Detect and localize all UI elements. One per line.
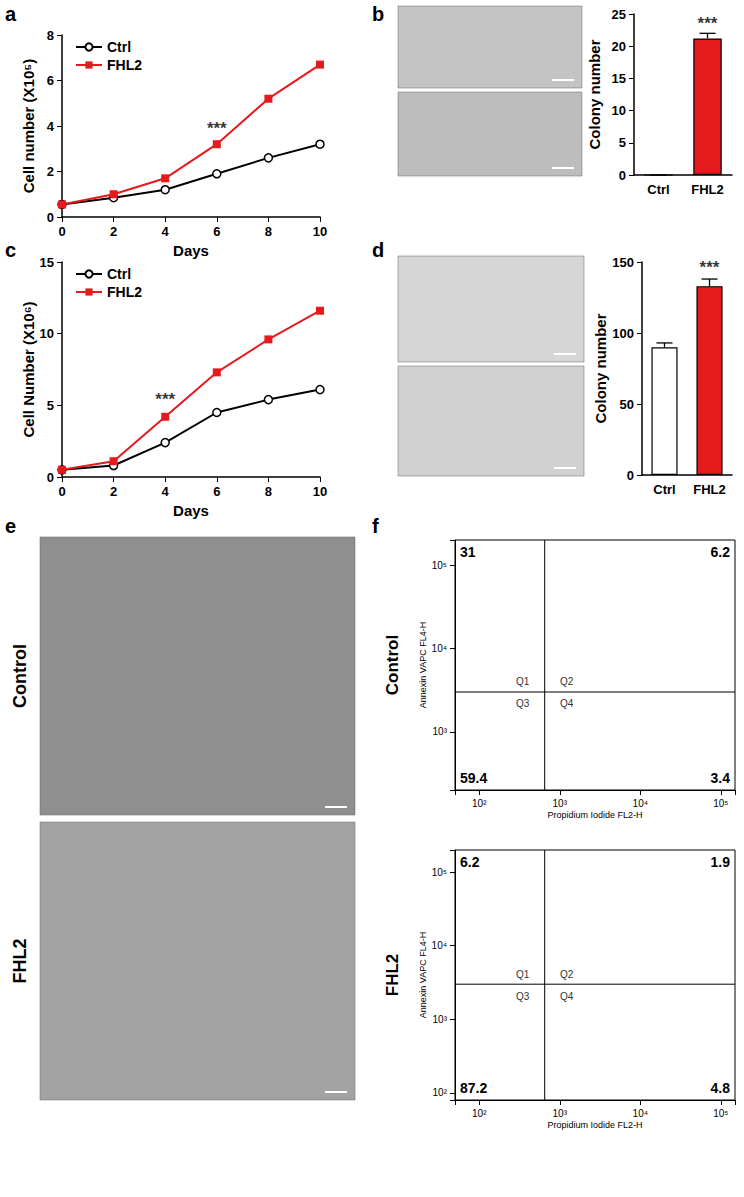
svg-text:Ctrl: Ctrl [107,266,131,282]
svg-text:***: *** [155,390,175,409]
svg-text:0: 0 [58,224,65,239]
svg-text:10³: 10³ [433,726,448,737]
svg-text:Ctrl: Ctrl [107,39,131,55]
svg-text:Q2: Q2 [560,969,574,980]
svg-text:10²: 10² [433,1087,448,1098]
svg-text:Propidium Iodide FL2-H: Propidium Iodide FL2-H [547,1120,642,1130]
svg-text:10⁴: 10⁴ [432,643,447,654]
svg-text:Colony number: Colony number [592,313,609,423]
svg-text:8: 8 [265,224,272,239]
svg-text:***: *** [207,119,227,138]
svg-text:8: 8 [265,484,272,499]
svg-text:FHL2: FHL2 [383,954,402,997]
svg-text:15: 15 [612,71,626,86]
svg-text:8: 8 [47,28,54,43]
svg-text:Q3: Q3 [516,698,530,709]
svg-text:10³: 10³ [553,798,568,809]
svg-text:10: 10 [313,224,327,239]
svg-text:Ctrl: Ctrl [653,482,675,497]
svg-text:c: c [5,239,16,261]
svg-text:10: 10 [313,484,327,499]
svg-text:Q4: Q4 [560,698,574,709]
svg-text:59.4: 59.4 [460,770,487,786]
svg-text:6: 6 [47,73,54,88]
svg-text:10⁴: 10⁴ [633,1108,648,1119]
svg-text:10²: 10² [472,1108,487,1119]
svg-text:Q3: Q3 [516,991,530,1002]
svg-text:0: 0 [627,468,634,483]
svg-text:d: d [372,239,384,261]
svg-text:100: 100 [612,326,634,341]
svg-text:1.9: 1.9 [711,854,731,870]
svg-text:f: f [372,515,379,537]
svg-text:31: 31 [460,544,476,560]
svg-text:0: 0 [47,210,54,225]
svg-text:Q1: Q1 [516,676,530,687]
svg-text:FHL2: FHL2 [10,939,30,984]
svg-text:FHL2: FHL2 [107,284,142,300]
svg-text:0: 0 [47,470,54,485]
svg-text:25: 25 [612,7,626,22]
svg-text:150: 150 [612,255,634,270]
svg-text:Days: Days [173,502,209,519]
svg-text:87.2: 87.2 [460,1080,487,1096]
svg-text:2: 2 [110,224,117,239]
svg-text:4: 4 [162,224,170,239]
svg-text:e: e [5,515,16,537]
svg-text:10³: 10³ [553,1108,568,1119]
svg-text:10⁵: 10⁵ [432,867,447,878]
svg-text:Annexin VAPC FL4-H: Annexin VAPC FL4-H [418,932,428,1018]
svg-text:2: 2 [110,484,117,499]
svg-text:Ctrl: Ctrl [647,182,669,197]
svg-text:10³: 10³ [433,1014,448,1025]
svg-text:FHL2: FHL2 [107,57,142,73]
svg-text:10⁴: 10⁴ [633,798,648,809]
svg-text:10: 10 [612,103,626,118]
svg-text:a: a [5,3,17,25]
svg-text:Annexin VAPC FL4-H: Annexin VAPC FL4-H [418,622,428,708]
svg-text:Propidium Iodide FL2-H: Propidium Iodide FL2-H [547,810,642,820]
svg-text:Cell Number (X10⁶): Cell Number (X10⁶) [20,301,37,437]
svg-text:Q4: Q4 [560,991,574,1002]
svg-text:3.4: 3.4 [711,770,731,786]
svg-text:20: 20 [612,39,626,54]
svg-text:6: 6 [213,224,220,239]
svg-text:6.2: 6.2 [711,544,731,560]
svg-text:15: 15 [40,255,54,270]
svg-text:10⁵: 10⁵ [713,1108,728,1119]
svg-text:4.8: 4.8 [711,1080,731,1096]
svg-text:0: 0 [58,484,65,499]
svg-text:0: 0 [619,168,626,183]
svg-text:4: 4 [162,484,170,499]
svg-text:FHL2: FHL2 [693,482,726,497]
svg-text:10²: 10² [472,798,487,809]
svg-text:6.2: 6.2 [460,854,480,870]
svg-text:b: b [372,3,384,25]
svg-text:5: 5 [47,398,54,413]
svg-text:4: 4 [47,119,55,134]
svg-text:Control: Control [10,644,30,708]
svg-text:10⁵: 10⁵ [713,798,728,809]
svg-text:***: *** [698,14,718,33]
svg-text:10⁵: 10⁵ [432,560,447,571]
svg-text:Colony number: Colony number [586,39,603,149]
svg-text:***: *** [700,258,720,277]
svg-text:Control: Control [383,635,402,695]
svg-text:FHL2: FHL2 [691,182,724,197]
svg-text:Cell number (X10⁵): Cell number (X10⁵) [20,59,37,194]
svg-text:Q2: Q2 [560,676,574,687]
svg-text:10⁴: 10⁴ [432,940,447,951]
svg-text:6: 6 [213,484,220,499]
svg-text:Q1: Q1 [516,969,530,980]
svg-text:Days: Days [173,242,209,259]
svg-text:10: 10 [40,326,54,341]
svg-text:5: 5 [619,135,626,150]
svg-text:50: 50 [620,397,634,412]
svg-text:2: 2 [47,164,54,179]
